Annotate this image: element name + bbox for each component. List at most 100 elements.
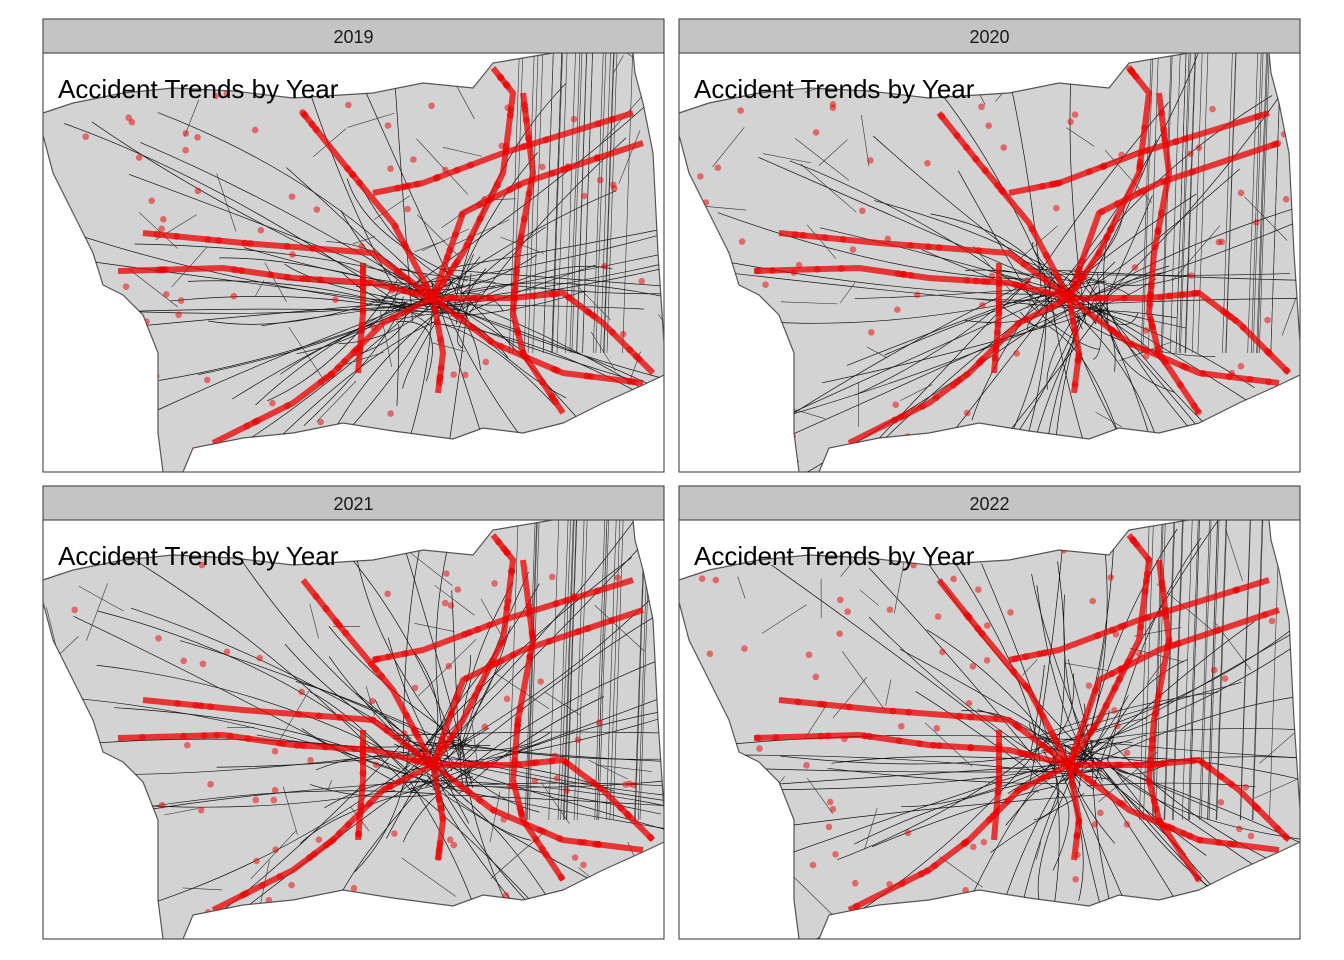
accident-road [936, 578, 1072, 767]
road [1199, 520, 1210, 821]
road [451, 781, 664, 840]
accident-point [1085, 168, 1093, 176]
road [469, 137, 627, 314]
road [761, 604, 807, 634]
accident-point [226, 732, 234, 740]
accident-point [594, 840, 602, 848]
accident-point [995, 745, 1003, 753]
accident-point [962, 886, 969, 894]
strip-label: 2021 [333, 494, 373, 514]
accident-road [433, 290, 656, 376]
accident-point [1261, 611, 1269, 619]
accident-point [299, 742, 307, 750]
accident-point [1147, 282, 1155, 290]
road [1172, 520, 1183, 821]
accident-point [1131, 264, 1139, 271]
accident-point [630, 781, 638, 789]
accident-point [515, 181, 523, 189]
accident-point [213, 731, 221, 739]
accident-point [470, 294, 478, 302]
accident-point [299, 275, 307, 283]
accident-point [1071, 326, 1079, 334]
facet-panel: 2021 Accident Trends by Year [42, 485, 665, 940]
road [1108, 738, 1288, 870]
accident-point [1145, 555, 1153, 563]
accident-point [884, 235, 892, 243]
accident-point [283, 273, 291, 281]
accident-road [117, 732, 434, 768]
accident-point [495, 538, 503, 546]
accident-point [1055, 179, 1063, 187]
accident-point [596, 719, 603, 726]
accident-point [1189, 757, 1197, 765]
road [1169, 53, 1181, 354]
road [1181, 520, 1193, 821]
accident-point [963, 409, 971, 417]
road [930, 213, 1047, 279]
road [573, 282, 611, 321]
accident-point [1235, 825, 1243, 833]
road [603, 53, 614, 354]
accident-point [1038, 741, 1046, 749]
accident-point [537, 678, 544, 685]
accident-point [826, 798, 834, 806]
road [598, 520, 609, 821]
road [414, 623, 455, 632]
accident-layer [59, 66, 656, 456]
accident-point [1058, 295, 1066, 303]
accident-point [1147, 756, 1155, 764]
accident-point [366, 799, 374, 807]
accident-point [1192, 289, 1200, 297]
accident-point [1020, 283, 1028, 291]
road [303, 296, 404, 426]
accident-point [841, 735, 848, 743]
accident-point [350, 348, 358, 356]
accident-point [1007, 609, 1014, 616]
accident-point [563, 787, 570, 795]
accident-point [334, 364, 342, 372]
accident-point [1209, 105, 1216, 113]
province-outline [42, 52, 665, 473]
accident-point [1217, 798, 1225, 806]
accident-point [795, 261, 803, 269]
accident-point [1143, 614, 1151, 622]
accident-point [978, 630, 986, 638]
road [915, 691, 1053, 788]
accident-point [1098, 208, 1106, 216]
road [957, 170, 1039, 311]
accident-point [1181, 135, 1189, 143]
accident-point [223, 90, 231, 98]
accident-point [251, 418, 259, 426]
accident-point [1144, 146, 1152, 154]
accident-point [200, 732, 208, 740]
accident-point [552, 600, 560, 608]
accident-point [1085, 682, 1093, 689]
road [425, 741, 664, 766]
accident-point [979, 301, 986, 309]
accident-point [359, 751, 367, 759]
accident-point [1282, 833, 1290, 841]
accident-point [1176, 381, 1184, 389]
accident-point [1254, 805, 1262, 813]
accident-point [1072, 766, 1080, 774]
road [1222, 53, 1233, 354]
road [1163, 520, 1175, 821]
accident-point [953, 132, 961, 140]
accident-point [905, 708, 913, 716]
accident-point [995, 765, 1003, 773]
accident-point [1066, 764, 1074, 772]
road [552, 53, 563, 354]
accident-point [532, 759, 540, 767]
road [1259, 712, 1300, 764]
accident-point [400, 240, 408, 248]
accident-point [1247, 832, 1255, 840]
road [613, 55, 624, 73]
accident-point [859, 207, 866, 215]
road [758, 156, 1035, 279]
accident-point [359, 741, 367, 749]
accident-point [410, 726, 418, 734]
accident-point [939, 648, 946, 656]
accident-point [614, 574, 622, 581]
road [945, 314, 1081, 472]
accident-point [309, 244, 317, 252]
